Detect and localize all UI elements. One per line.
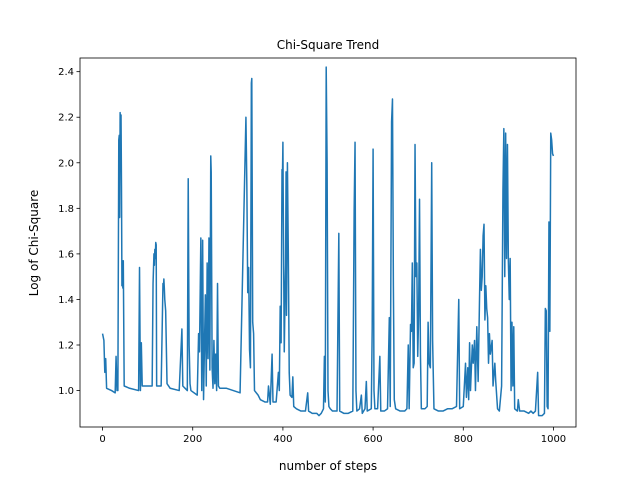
y-tick-label: 1.8	[58, 204, 74, 215]
x-tick-label: 1000	[541, 434, 566, 445]
y-axis-label: Log of Chi-Square	[27, 190, 41, 297]
y-tick-label: 1.0	[58, 386, 74, 397]
x-tick-label: 0	[99, 434, 105, 445]
axes-frame	[79, 57, 577, 428]
x-tick-label: 400	[273, 434, 292, 445]
x-axis-label: number of steps	[279, 459, 377, 473]
plot-area: 0 200 400 600 800 1000 1.0 1.2 1.4 1.6 1.8 2.0 2.2 2.…	[58, 57, 577, 445]
y-tick-label: 1.4	[58, 295, 74, 306]
y-tick-label: 2.0	[58, 158, 74, 169]
y-tick-label: 1.2	[58, 341, 74, 352]
x-tick-label: 800	[454, 434, 473, 445]
x-tick-label: 600	[364, 434, 383, 445]
x-tick-label: 200	[183, 434, 202, 445]
series-line	[101, 66, 555, 417]
y-tick-label: 1.6	[58, 249, 74, 260]
chart-title: Chi-Square Trend	[277, 38, 380, 52]
y-tick-label: 2.2	[58, 113, 74, 124]
y-tick-label: 2.4	[58, 67, 74, 78]
